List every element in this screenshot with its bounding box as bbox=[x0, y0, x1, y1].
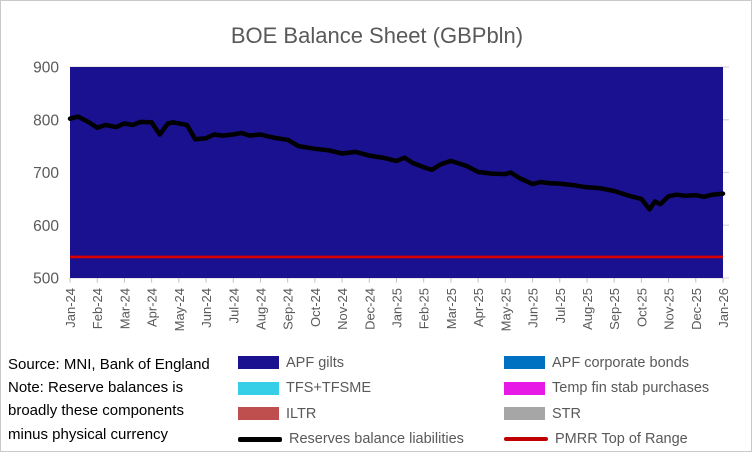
legend-item: Temp fin stab purchases bbox=[504, 376, 709, 402]
legend-column-2: APF corporate bonds Temp fin stab purchas… bbox=[504, 350, 709, 452]
legend-item: APF corporate bonds bbox=[504, 350, 709, 376]
svg-text:Nov-25: Nov-25 bbox=[662, 288, 677, 330]
source-note-line: Source: MNI, Bank of England bbox=[8, 356, 210, 373]
legend-label: Reserves balance liabilities bbox=[289, 431, 464, 448]
svg-text:May-25: May-25 bbox=[498, 288, 513, 331]
svg-text:500: 500 bbox=[33, 271, 59, 288]
legend-item: APF gilts bbox=[238, 350, 464, 376]
legend-item: TFS+TFSME bbox=[238, 376, 464, 402]
svg-text:Jul-25: Jul-25 bbox=[553, 288, 568, 323]
svg-text:Jan-24: Jan-24 bbox=[63, 288, 78, 328]
svg-text:Jun-24: Jun-24 bbox=[199, 288, 214, 328]
legend-label: ILTR bbox=[286, 405, 317, 422]
svg-text:Sep-24: Sep-24 bbox=[281, 288, 296, 330]
balance-sheet-chart: 900 800 700 600 500 Jan-24 Feb-24 Mar-24 Apr-24 M… bbox=[33, 60, 731, 332]
legend-label: STR bbox=[552, 405, 581, 422]
legend-item: STR bbox=[504, 401, 709, 427]
svg-text:Jan-26: Jan-26 bbox=[716, 288, 731, 328]
legend-swatch-line bbox=[238, 436, 282, 442]
legend-swatch-area bbox=[238, 381, 279, 395]
svg-text:Oct-25: Oct-25 bbox=[634, 288, 649, 327]
chart-title: BOE Balance Sheet (GBPbln) bbox=[230, 23, 524, 48]
svg-text:Apr-25: Apr-25 bbox=[471, 288, 486, 327]
svg-text:Mar-24: Mar-24 bbox=[117, 288, 132, 329]
svg-text:Mar-25: Mar-25 bbox=[444, 288, 459, 329]
source-note-line: Note: Reserve balances is bbox=[8, 379, 184, 397]
legend-swatch-area bbox=[504, 407, 545, 421]
svg-text:Feb-24: Feb-24 bbox=[90, 288, 105, 329]
svg-text:Oct-24: Oct-24 bbox=[308, 288, 323, 327]
legend-item: ILTR bbox=[238, 401, 464, 427]
legend-label: APF gilts bbox=[286, 354, 345, 371]
svg-text:900: 900 bbox=[33, 60, 59, 77]
svg-text:Nov-24: Nov-24 bbox=[335, 288, 350, 330]
legend-swatch-area bbox=[504, 356, 545, 370]
legend-label: Temp fin stab purchases bbox=[552, 380, 710, 397]
legend-swatch-area bbox=[504, 381, 545, 395]
legend-label: PMRR Top of Range bbox=[555, 431, 688, 448]
svg-text:Jul-24: Jul-24 bbox=[226, 288, 241, 323]
svg-text:Dec-25: Dec-25 bbox=[689, 288, 704, 330]
svg-text:800: 800 bbox=[33, 112, 59, 129]
svg-text:Aug-24: Aug-24 bbox=[253, 288, 268, 330]
svg-text:Aug-25: Aug-25 bbox=[580, 288, 595, 330]
legend-swatch-area bbox=[238, 356, 279, 370]
svg-text:Jan-25: Jan-25 bbox=[390, 288, 405, 328]
svg-text:Apr-24: Apr-24 bbox=[145, 288, 160, 327]
svg-text:700: 700 bbox=[33, 165, 59, 182]
source-note-line: minus physical currency bbox=[8, 425, 169, 443]
svg-text:Dec-24: Dec-24 bbox=[362, 288, 377, 330]
svg-text:Feb-25: Feb-25 bbox=[417, 288, 432, 329]
svg-text:Sep-25: Sep-25 bbox=[607, 288, 622, 330]
legend-item: Reserves balance liabilities bbox=[238, 427, 464, 452]
svg-text:Jun-25: Jun-25 bbox=[526, 288, 541, 328]
svg-text:May-24: May-24 bbox=[172, 288, 187, 331]
legend-item: PMRR Top of Range bbox=[504, 427, 709, 452]
source-note: Source: MNI, Bank of England Note: Reser… bbox=[8, 353, 240, 446]
source-note-line: broadly these components bbox=[8, 402, 184, 420]
legend-label: APF corporate bonds bbox=[552, 354, 690, 371]
legend-column-1: APF gilts TFS+TFSME ILTR Reserves balance l… bbox=[238, 350, 464, 452]
legend-swatch-area bbox=[238, 407, 279, 421]
svg-text:600: 600 bbox=[33, 218, 59, 235]
legend-label: TFS+TFSME bbox=[286, 380, 371, 397]
legend-swatch-line bbox=[504, 437, 548, 442]
